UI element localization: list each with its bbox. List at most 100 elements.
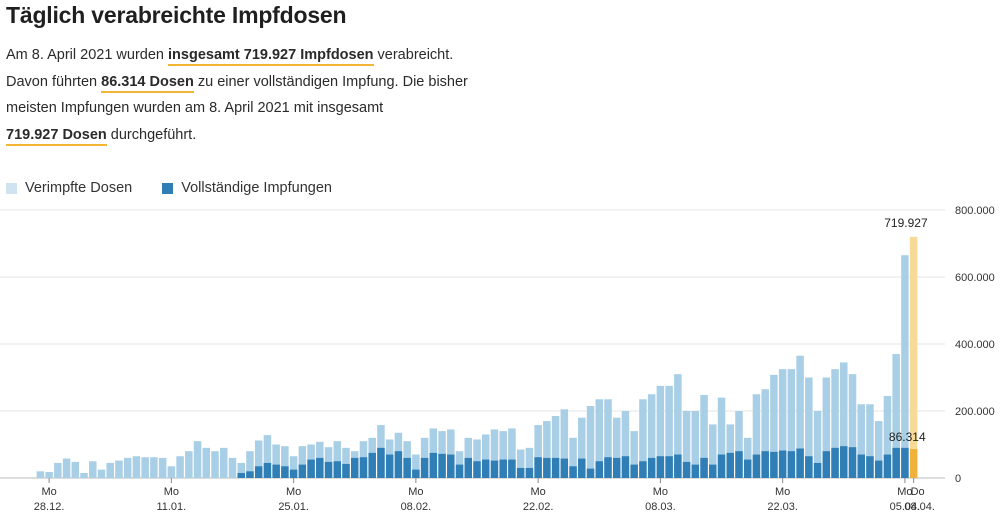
x-tick-weekday: Mo	[897, 486, 912, 498]
bar-full	[569, 466, 577, 478]
legend-swatch-full	[162, 182, 174, 194]
bar-total	[412, 454, 420, 478]
bar-full	[586, 468, 595, 478]
bar-total	[499, 431, 507, 478]
bar-full	[604, 457, 612, 478]
bar-total	[97, 469, 106, 478]
bar-full	[578, 458, 586, 478]
legend-item-total[interactable]: Verimpfte Dosen	[6, 180, 132, 196]
bar-total	[813, 411, 822, 478]
bar-total	[778, 369, 787, 478]
bar-total	[176, 456, 184, 478]
bar-full	[508, 459, 516, 478]
bar-total	[656, 385, 665, 478]
bar-total	[62, 458, 71, 478]
bar-full	[237, 472, 245, 478]
bar-full	[499, 459, 507, 478]
bar-total	[717, 397, 726, 478]
bar-full	[883, 454, 892, 478]
bar-full	[490, 460, 499, 478]
bar-full	[813, 462, 822, 478]
bar-total	[578, 417, 586, 478]
legend-item-full[interactable]: Vollständige Impfungen	[162, 180, 332, 196]
bar-full	[385, 454, 394, 478]
bar-total	[481, 434, 490, 478]
bar-full	[350, 457, 359, 478]
bar-full	[298, 464, 307, 478]
bar-full	[516, 467, 525, 478]
bar-full	[429, 452, 438, 478]
bar-total	[158, 457, 167, 478]
bar-total	[743, 437, 752, 478]
bar-total	[516, 449, 525, 478]
bar-full	[447, 454, 455, 478]
x-tick-date: 28.12.	[34, 501, 65, 513]
x-tick-weekday: Do	[911, 486, 925, 498]
bar-full	[656, 456, 665, 478]
highlight-full-doses: 86.314 Dosen	[101, 73, 194, 93]
x-tick-date: 25.01.	[278, 501, 309, 513]
x-tick-date: 11.01.	[156, 501, 186, 513]
bar-full	[621, 456, 630, 478]
intro-line-3: meisten Impfungen wurden am 8. April 202…	[6, 100, 384, 116]
bar-total	[787, 369, 796, 478]
bar-total	[700, 394, 708, 478]
x-tick-weekday: Mo	[286, 486, 301, 498]
y-tick-label: 0	[955, 473, 961, 485]
vaccination-bar-chart: 0 200.000 400.000 600.000 800.000 719.927 86.3…	[0, 205, 995, 513]
bar-total	[682, 411, 691, 478]
bar-full	[709, 464, 717, 478]
bar-full	[394, 451, 403, 478]
bar-total	[612, 417, 621, 478]
bar-total	[805, 377, 813, 478]
y-tick-label: 200.000	[955, 406, 995, 418]
bar-full	[761, 451, 769, 478]
x-tick-weekday: Mo	[530, 486, 545, 498]
bar-full	[263, 462, 272, 478]
bar-total	[770, 374, 778, 478]
bar-total	[866, 404, 874, 478]
bar-total	[848, 374, 857, 478]
bar-full	[796, 448, 804, 478]
legend-label-full: Vollständige Impfungen	[181, 180, 332, 196]
bar-full	[700, 457, 708, 478]
bar-full	[674, 454, 682, 478]
bar-total	[254, 440, 263, 478]
y-tick-label: 600.000	[955, 272, 995, 284]
bar-full	[342, 463, 350, 478]
data-label-total: 719.927	[884, 216, 928, 230]
bar-full	[368, 452, 376, 478]
y-tick-label: 400.000	[955, 339, 995, 351]
bar-total	[333, 441, 342, 478]
bar-total	[211, 451, 219, 478]
bar-full	[281, 466, 289, 478]
y-tick-label: 800.000	[955, 205, 995, 217]
x-tick-date: 05.04.	[890, 501, 921, 513]
bar-full	[333, 461, 342, 478]
bar-total	[54, 462, 62, 478]
bar-total	[892, 354, 900, 478]
bar-total	[219, 447, 228, 478]
x-tick-weekday: Mo	[653, 486, 668, 498]
x-tick-date: 08.02.	[401, 501, 432, 513]
intro-line-4: 719.927 Dosen durchgeführt.	[6, 122, 476, 149]
bar-full	[743, 459, 752, 478]
bar-total	[647, 394, 656, 478]
bar-total	[447, 429, 455, 478]
bar-full	[787, 451, 796, 478]
bar-full	[543, 457, 551, 478]
bar-total	[473, 439, 481, 478]
bar-total	[80, 472, 88, 478]
bar-total	[674, 374, 682, 478]
bar-total	[796, 355, 804, 478]
bar-full	[866, 456, 874, 478]
bar-total	[551, 416, 560, 478]
bar-total	[874, 421, 883, 478]
bar-full	[307, 459, 315, 478]
bar-total	[167, 466, 176, 478]
bar-total	[193, 441, 202, 478]
bar-full	[735, 451, 743, 478]
bar-full	[525, 467, 534, 478]
bar-full	[726, 452, 735, 478]
bar-total	[735, 411, 743, 478]
